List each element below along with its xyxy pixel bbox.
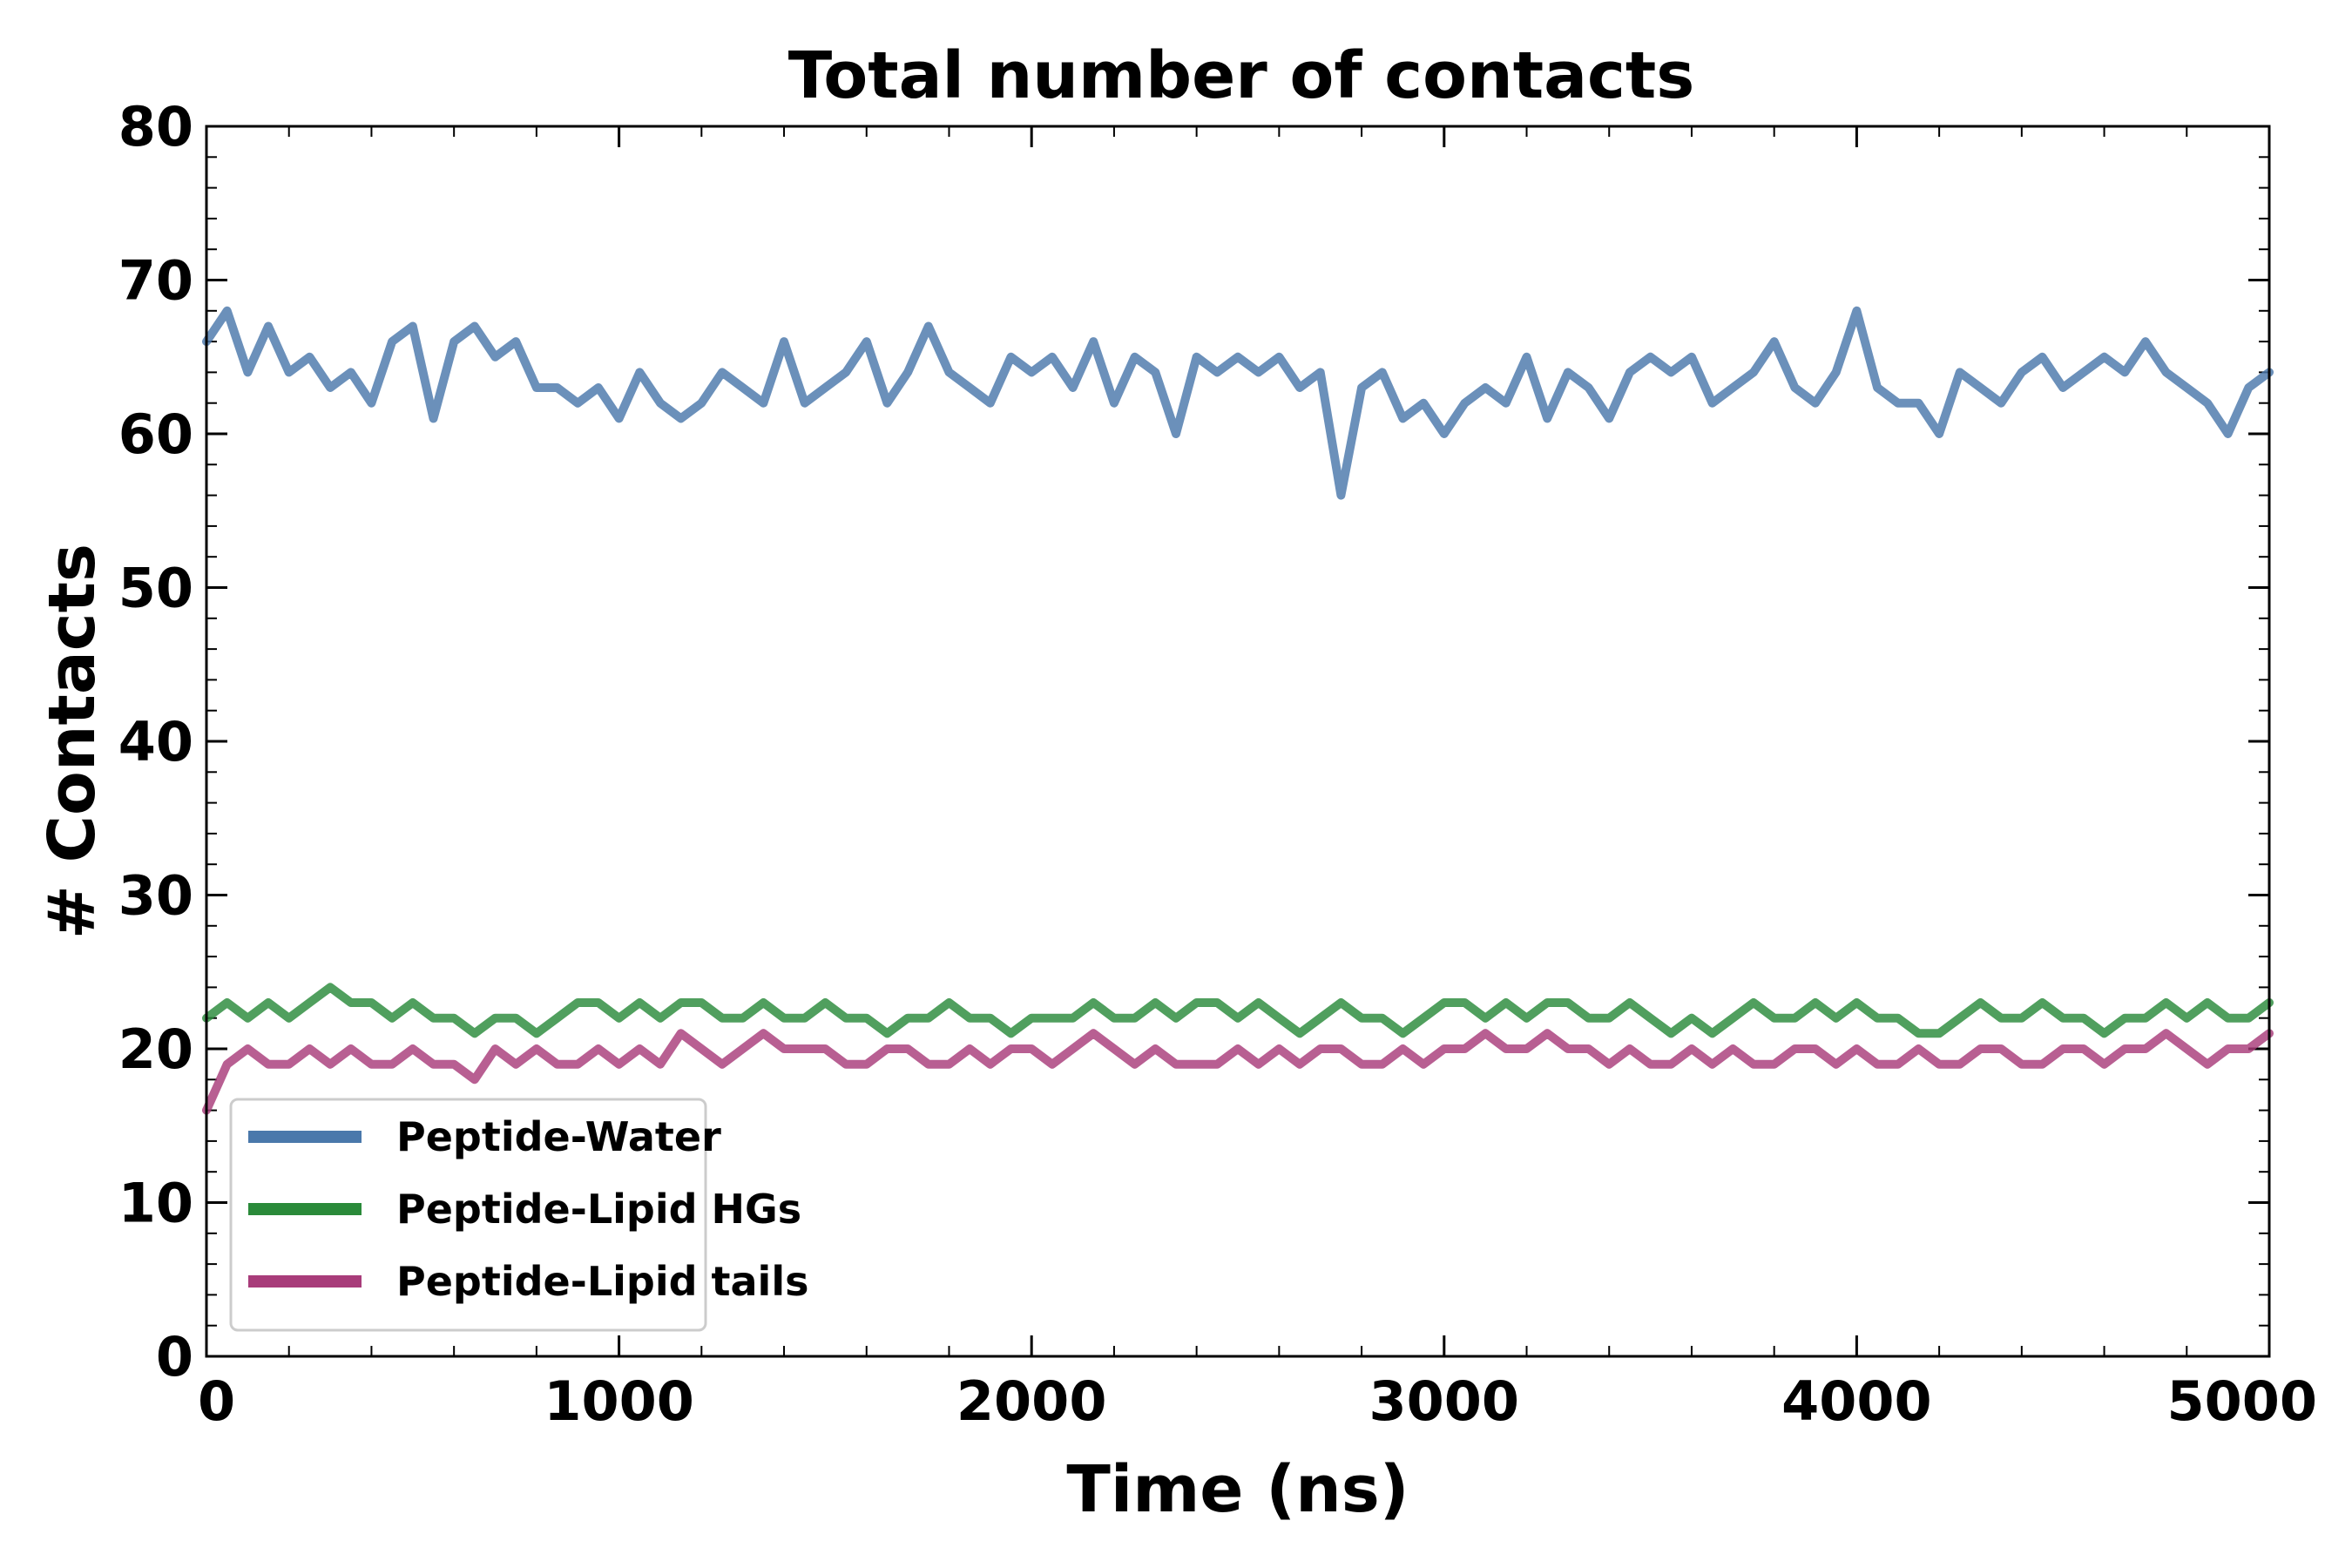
y-tick-label: 70 <box>118 249 193 313</box>
legend-label: Peptide-Lipid tails <box>396 1258 808 1305</box>
series-line-1 <box>202 306 2274 500</box>
plot-frame <box>205 125 2271 1358</box>
axis-ticks <box>205 125 2271 1358</box>
y-tick-label: 40 <box>118 710 193 774</box>
chart-title: Total number of contacts <box>788 38 1695 113</box>
legend-box <box>229 1098 707 1332</box>
legend-label: Peptide-Water <box>396 1113 721 1160</box>
y-tick-label: 50 <box>118 557 193 620</box>
y-tick-label: 60 <box>118 402 193 466</box>
x-tick-label: 1000 <box>544 1369 694 1433</box>
series-line-2 <box>202 983 2274 1038</box>
tick-labels: 0 1000 2000 3000 4000 5000 0 10 20 30 40 50 60 70 80 <box>118 95 2317 1433</box>
y-tick-label: 10 <box>118 1172 193 1235</box>
x-tick-label: 0 <box>198 1369 235 1433</box>
y-axis-label: # Contacts <box>35 544 110 939</box>
legend-label: Peptide-Lipid HGs <box>396 1186 801 1233</box>
x-axis-label: Time (ns) <box>1066 1452 1409 1527</box>
series-layer <box>202 306 2274 1115</box>
y-tick-label: 30 <box>118 864 193 928</box>
y-tick-label: 80 <box>118 95 193 159</box>
x-tick-label: 5000 <box>2166 1369 2317 1433</box>
y-tick-label: 0 <box>156 1325 193 1389</box>
series-line-3 <box>202 1029 2274 1115</box>
x-tick-label: 4000 <box>1781 1369 1932 1433</box>
legend: Peptide-Water Peptide-Lipid HGs Peptide-Li… <box>229 1098 808 1332</box>
y-tick-label: 20 <box>118 1017 193 1081</box>
x-tick-label: 2000 <box>956 1369 1107 1433</box>
x-tick-label: 3000 <box>1369 1369 1520 1433</box>
